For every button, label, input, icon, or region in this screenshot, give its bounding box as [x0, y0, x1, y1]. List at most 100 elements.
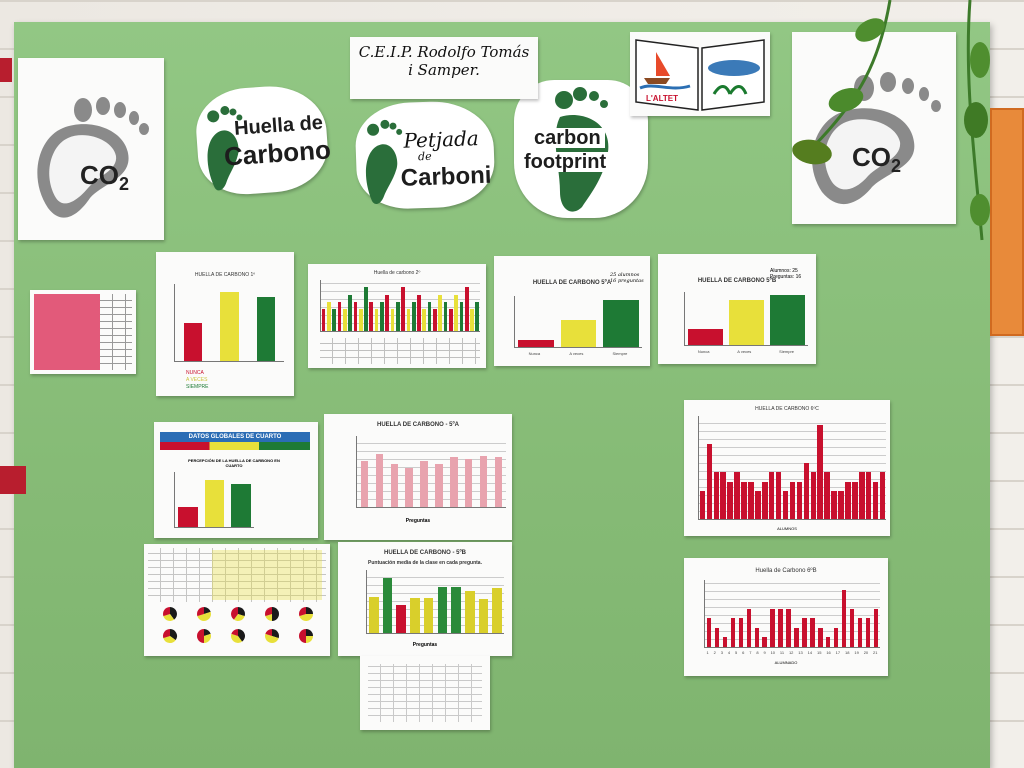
- chart-2-table: [320, 338, 480, 364]
- bar-2: [417, 294, 421, 331]
- logo-caption: L'ALTET: [646, 94, 678, 103]
- chart-5b-bars-xlabel: Preguntas: [412, 642, 438, 648]
- bar-6c: [755, 490, 761, 519]
- bar-5b-colored: [437, 586, 448, 633]
- bar-6c: [838, 490, 844, 519]
- questions-table: [368, 664, 482, 722]
- chart-5b-title: HUELLA DE CARBONO 5ºB: [697, 278, 777, 284]
- bar-global: [230, 483, 251, 527]
- bar-6b: [818, 627, 823, 647]
- bar-6c: [824, 472, 830, 519]
- bar-6c: [713, 472, 720, 519]
- bar-5b-colored: [451, 586, 461, 633]
- bar-2: [422, 309, 427, 331]
- bar-6b: [722, 637, 728, 647]
- bar-6c: [734, 472, 740, 519]
- pie-charts: [163, 607, 313, 643]
- pie-slice: [163, 607, 170, 617]
- chart-1-title: HUELLA DE CARBONO 1º: [194, 272, 256, 278]
- chart-sheet-5a: HUELLA DE CARBONO 5ºA 25 alumnos 16 preg…: [494, 256, 650, 366]
- pie-slice: [299, 614, 313, 621]
- tick-label: 1: [706, 650, 709, 655]
- bar-5a-pink: [420, 460, 428, 507]
- tick-label: 3: [720, 650, 723, 655]
- bar-5a-pink: [465, 459, 473, 507]
- pie-slice: [204, 607, 211, 614]
- bar-2: [448, 309, 453, 331]
- red-tape: [0, 58, 12, 82]
- bar-5b-colored: [369, 596, 379, 633]
- tick-label: 11: [779, 650, 785, 655]
- bar-2: [470, 309, 474, 331]
- chart-5b-plot: [684, 292, 808, 346]
- bar-2: [464, 287, 469, 331]
- tick-label: A veces: [737, 349, 752, 354]
- questions-list-sheet: [360, 656, 490, 730]
- chart-sheet-6c: HUELLA DE CARBONO 6ºC ALUMNOS: [684, 400, 890, 536]
- bar-6b: [762, 637, 767, 647]
- tick-label: Nunca: [528, 351, 541, 356]
- bar-global: [178, 507, 199, 527]
- bar-5b-colored: [492, 588, 502, 633]
- tick-label: 20: [863, 650, 869, 655]
- bar-6c: [865, 472, 872, 519]
- pie-slice: [306, 629, 313, 636]
- bar-6c: [775, 472, 782, 519]
- bar-6c: [810, 472, 817, 519]
- bar-6c: [748, 481, 754, 519]
- open-book-logo: [635, 39, 765, 111]
- bar-6b: [706, 618, 712, 647]
- school-name-line1: C.E.I.P. Rodolfo Tomás: [358, 43, 530, 61]
- bar-2: [454, 294, 458, 331]
- bar-6c: [831, 490, 837, 519]
- chart-6b-ticks: 1 2 3 4 5 6 7 8 9 10 11 12 13 14 15 16 17 18 19 20 21: [704, 650, 880, 655]
- bar-6c: [817, 425, 823, 519]
- green-footprint-icon: [555, 87, 609, 212]
- bar-1: [256, 296, 275, 361]
- pie-slice: [163, 614, 175, 621]
- tick-label: Siempre: [779, 349, 795, 354]
- chart-5a-plot: [514, 296, 642, 348]
- chart-6c-title: HUELLA DE CARBONO 6ºC: [755, 406, 819, 412]
- tick-label: 14: [807, 650, 813, 655]
- bar-5b-colored: [423, 598, 434, 633]
- bar-6b: [746, 608, 751, 647]
- co2-subscript-left: 2: [119, 174, 130, 195]
- bar-6b: [754, 627, 759, 647]
- chart-sheet-5b: HUELLA DE CARBONO 5ºB Alumnos: 25 Pregun…: [658, 254, 816, 364]
- pie-slice: [272, 629, 279, 639]
- bar-5a: [602, 300, 639, 347]
- chart-5a-pink-title: HUELLA DE CARBONO - 5ºA: [377, 422, 459, 428]
- tick-label: 19: [854, 650, 859, 655]
- bar-6c: [858, 472, 865, 519]
- chart-5a-labels: Nunca A veces Siempre: [514, 351, 642, 356]
- tick-label: 4: [727, 650, 731, 655]
- questionnaire-pies-sheet: [144, 544, 330, 656]
- bar-6b: [714, 627, 720, 647]
- pie-slice: [170, 607, 177, 620]
- tick-label: 2: [713, 650, 716, 655]
- bar-2: [374, 309, 379, 331]
- carbon-line2: footprint: [520, 152, 611, 172]
- carbon-line1: carbon: [530, 128, 605, 148]
- pie-slice: [197, 611, 211, 621]
- global-header: DATOS GLOBALES DE CUARTO: [160, 432, 310, 442]
- chart-6b-plot: [704, 580, 880, 648]
- pie-slice: [299, 629, 306, 643]
- bar-2: [475, 301, 480, 331]
- pie-slice: [265, 629, 272, 636]
- bar-2: [390, 309, 395, 331]
- bar-global: [204, 479, 225, 527]
- bar-1: [184, 322, 203, 361]
- bar-6c: [845, 481, 851, 519]
- bar-6c: [706, 444, 713, 519]
- laltet-logo-card: L'ALTET: [630, 32, 770, 116]
- chart-5b-bars-plot: [366, 570, 504, 634]
- bar-5b: [688, 329, 723, 345]
- petjada-line2: Carboni: [400, 161, 492, 192]
- carbon-footprint-cutout: carbon footprint: [514, 80, 648, 218]
- chart-2-plot: [320, 280, 480, 332]
- tick-label: 6: [742, 650, 745, 655]
- bar-5b-colored: [396, 605, 407, 633]
- chart-5b-note: Alumnos: 25 Preguntas: 16: [770, 268, 802, 280]
